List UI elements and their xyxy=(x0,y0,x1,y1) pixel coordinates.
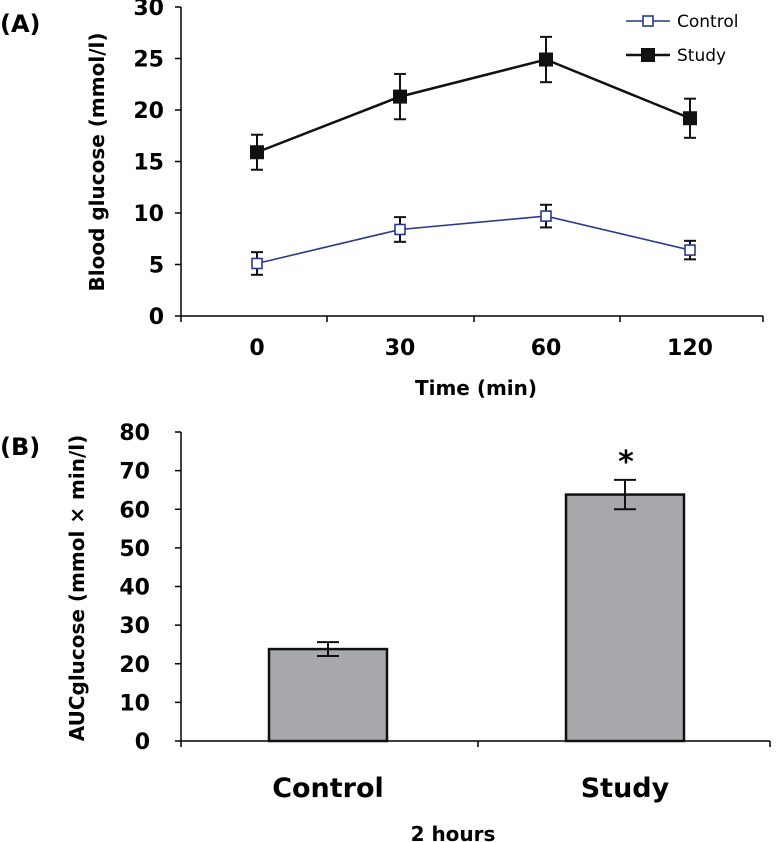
panel-b-y-tick-label: 30 xyxy=(119,614,150,639)
panel-a-control-marker xyxy=(540,210,552,222)
panel-a-study-marker xyxy=(393,89,407,104)
panel-b-y-tick-label: 60 xyxy=(119,498,150,523)
panel-a-x-tick-label: 0 xyxy=(249,336,264,361)
panel-a-study-marker xyxy=(539,52,553,67)
panel-b-bar-control xyxy=(267,647,389,743)
panel-b-y-tick-label: 20 xyxy=(119,653,150,678)
panel-b-y-tick-label: 80 xyxy=(119,421,150,446)
panel-a-plot: 0 5 10 15 20 25 30 0 30 60 120 Control Study xyxy=(133,0,764,361)
panel-a-y-tick-label: 30 xyxy=(133,0,164,21)
panel-a-y-axis-title: Blood glucose (mmol/l) xyxy=(85,32,109,291)
panel-b-category-label-study: Study xyxy=(581,773,670,804)
panel-b-category-label-control: Control xyxy=(272,773,384,804)
legend-study-label: Study xyxy=(677,46,726,66)
panel-a-control-marker xyxy=(251,257,263,270)
legend-control-marker xyxy=(642,15,654,27)
panel-a-y-tick-label: 5 xyxy=(149,254,164,279)
panel-b-y-tick-label: 10 xyxy=(119,691,150,716)
panel-a-control-marker xyxy=(394,223,406,236)
panel-a-study-line xyxy=(256,58,691,154)
panel-a-legend: Control Study xyxy=(626,12,738,66)
panel-b-bar-study xyxy=(564,493,686,743)
legend-control-label: Control xyxy=(677,12,738,32)
panel-a-study-marker xyxy=(250,145,264,160)
panel-a-study-marker xyxy=(683,111,697,126)
panel-a-label: (A) xyxy=(0,10,41,38)
panel-b-y-tick-label: 50 xyxy=(119,537,150,562)
panel-b-y-axis-title: AUCglucose (mmol × min/l) xyxy=(65,435,89,742)
legend-study-marker xyxy=(641,48,655,62)
panel-a-x-axis-title: Time (min) xyxy=(415,376,537,400)
panel-a-y-tick-label: 0 xyxy=(149,305,164,330)
panel-a-control-line xyxy=(256,215,691,265)
panel-a-x-tick-label: 30 xyxy=(385,336,416,361)
panel-a-y-tick-label: 20 xyxy=(133,99,164,124)
panel-b-plot: 0 10 20 30 40 50 60 70 80 Control * Study xyxy=(119,421,771,804)
panel-a-x-tick-label: 120 xyxy=(667,336,713,361)
panel-b-y-tick-label: 40 xyxy=(119,576,150,601)
panel-a-x-tick-label: 60 xyxy=(531,336,562,361)
panel-a-y-tick-label: 25 xyxy=(133,48,164,73)
panel-b-y-tick-label: 0 xyxy=(135,730,150,755)
panel-b-x-axis-title: 2 hours xyxy=(411,822,496,842)
panel-a-y-tick-label: 15 xyxy=(133,151,164,176)
panel-a-control-marker xyxy=(684,244,696,256)
panel-b-significance-marker: * xyxy=(618,445,634,480)
panel-b-y-tick-label: 70 xyxy=(119,460,150,485)
panel-a-y-tick-label: 10 xyxy=(133,202,164,227)
panel-b-label: (B) xyxy=(0,433,40,461)
